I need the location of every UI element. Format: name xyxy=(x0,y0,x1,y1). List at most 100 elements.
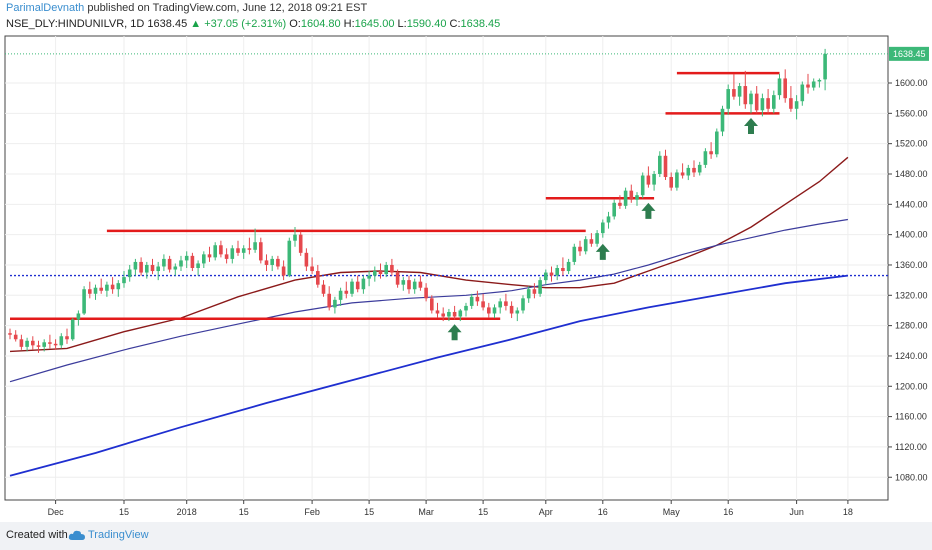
candle-body xyxy=(139,261,143,273)
candle-body xyxy=(549,272,554,276)
candle-body xyxy=(384,264,388,275)
candle-body xyxy=(207,254,212,258)
created-with-label: Created with xyxy=(6,529,68,541)
candle-body xyxy=(635,195,639,200)
candle-body xyxy=(367,275,371,279)
candle-body xyxy=(350,281,354,294)
candle-body xyxy=(401,280,406,285)
price-chart[interactable]: 1080.00 1120.00 1160.00 1200.00 1240.00 1280.… xyxy=(0,0,932,522)
candle-body xyxy=(686,167,691,176)
candle-body xyxy=(601,222,605,234)
change-value: +37.05 (+2.31%) xyxy=(204,18,287,30)
candle-body xyxy=(526,289,531,299)
candle-body xyxy=(236,248,240,253)
high-value: 1645.00 xyxy=(354,18,395,30)
candle-body xyxy=(452,311,457,317)
candle-body xyxy=(555,268,559,276)
candles xyxy=(8,48,827,353)
x-tick-label: Feb xyxy=(304,507,320,517)
candle-body xyxy=(458,310,463,317)
sma-short-line xyxy=(9,156,849,353)
candle-body xyxy=(447,311,451,317)
candle-body xyxy=(99,287,103,291)
candle-body xyxy=(373,271,377,276)
y-tick-label: 1360.00 xyxy=(895,260,928,270)
x-tick-label: Mar xyxy=(418,507,434,517)
candle-body xyxy=(167,258,172,270)
candle-body xyxy=(749,93,753,105)
candle-body xyxy=(219,245,223,255)
candle-body xyxy=(561,268,565,272)
candle-body xyxy=(646,175,651,185)
candle-body xyxy=(156,266,160,272)
candle-body xyxy=(715,131,719,155)
candle-body xyxy=(521,298,525,311)
candle-body xyxy=(817,79,822,82)
y-tick-label: 1400.00 xyxy=(895,230,928,240)
y-tick-label: 1560.00 xyxy=(895,108,928,118)
x-tick-label: Apr xyxy=(539,507,553,517)
y-axis: 1080.00 1120.00 1160.00 1200.00 1240.00 1280.… xyxy=(888,78,928,482)
candle-body xyxy=(680,172,685,176)
candle-body xyxy=(110,284,115,290)
tradingview-link[interactable]: TradingView xyxy=(88,529,149,541)
plot-frame xyxy=(4,35,889,501)
candle-body xyxy=(412,281,417,290)
candle-body xyxy=(281,266,286,276)
publish-line: ParimalDevnath published on TradingView.… xyxy=(6,2,367,14)
arrow-up-icon xyxy=(447,324,462,341)
arrow-up-icon xyxy=(744,117,758,134)
candle-body xyxy=(19,339,24,347)
candle-body xyxy=(259,242,263,261)
candle-body xyxy=(224,254,229,259)
candle-body xyxy=(692,167,696,173)
sma-long-line xyxy=(9,274,849,477)
candle-body xyxy=(612,202,616,217)
candle-body xyxy=(794,101,799,109)
candle-body xyxy=(418,281,423,288)
candle-body xyxy=(196,263,200,268)
candle-body xyxy=(59,336,64,346)
symbol-label: NSE_DLY:HINDUNILVR, 1D xyxy=(6,18,145,30)
candle-body xyxy=(88,289,92,294)
y-tick-label: 1280.00 xyxy=(895,321,928,331)
candle-body xyxy=(82,289,86,314)
grid xyxy=(5,36,888,500)
candle-body xyxy=(253,242,257,250)
candle-body xyxy=(544,272,548,281)
candle-body xyxy=(606,216,611,223)
author-link[interactable]: ParimalDevnath xyxy=(6,2,85,14)
candle-body xyxy=(618,202,622,206)
candle-body xyxy=(25,340,29,347)
candle-body xyxy=(789,98,793,109)
last-price-label: 1638.45 xyxy=(893,49,926,59)
candle-body xyxy=(583,239,588,252)
candle-body xyxy=(595,233,599,244)
x-tick-label: 15 xyxy=(119,507,129,517)
y-tick-label: 1200.00 xyxy=(895,381,928,391)
arrow-up-icon xyxy=(595,243,610,260)
candle-body xyxy=(709,151,713,155)
arrows xyxy=(447,117,758,341)
candle-body xyxy=(70,319,75,340)
candle-body xyxy=(441,313,445,317)
candle-body xyxy=(76,313,81,320)
candle-body xyxy=(498,301,502,308)
moving-averages xyxy=(9,156,849,477)
candle-body xyxy=(327,293,331,308)
x-axis: Dec 15 2018 15 Feb 15 Mar 15 Apr 16 May 16 Jun 18 xyxy=(48,500,853,517)
candle-body xyxy=(333,299,337,308)
last-price-tag: 1638.45 xyxy=(5,46,929,61)
low-value: 1590.40 xyxy=(406,18,447,30)
x-tick-label: 15 xyxy=(239,507,249,517)
open-value: 1604.80 xyxy=(300,18,341,30)
last-price: 1638.45 xyxy=(147,18,188,30)
y-tick-label: 1600.00 xyxy=(895,78,928,88)
candle-body xyxy=(202,254,206,264)
candle-body xyxy=(623,190,628,206)
candle-body xyxy=(492,307,497,314)
candle-body xyxy=(675,172,679,188)
candle-body xyxy=(697,164,702,173)
candle-body xyxy=(640,175,645,196)
candle-body xyxy=(811,81,816,88)
